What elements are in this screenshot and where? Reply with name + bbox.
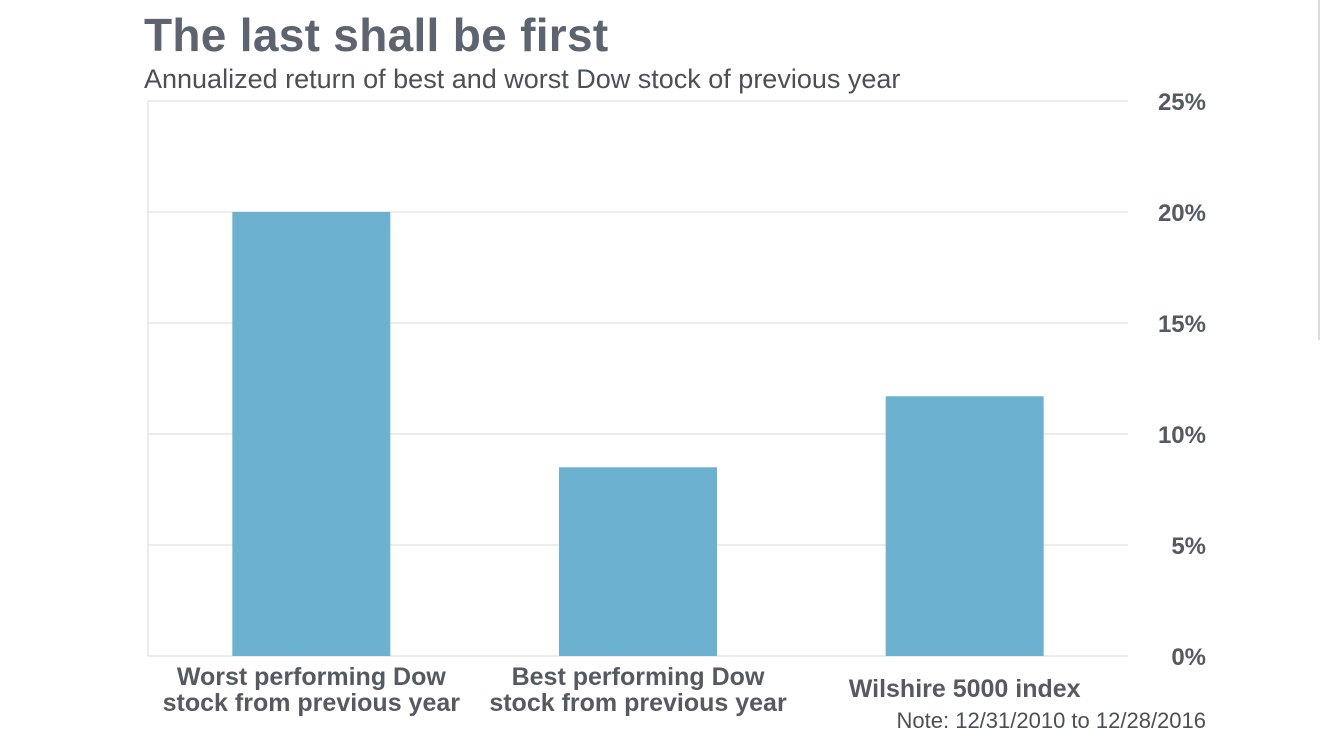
y-tick-label: 15% <box>1158 311 1206 338</box>
bar <box>232 212 391 656</box>
y-tick-label: 5% <box>1171 533 1206 560</box>
y-tick-label: 0% <box>1171 644 1206 671</box>
date-range-note: Note: 12/31/2010 to 12/28/2016 <box>896 708 1206 733</box>
y-tick-label: 20% <box>1158 200 1206 227</box>
bar <box>559 467 717 656</box>
x-category-label: Best performing Dow stock from previous y… <box>489 663 787 717</box>
y-tick-label: 25% <box>1158 89 1206 116</box>
chart-subtitle: Annualized return of best and worst Dow … <box>144 64 901 94</box>
x-category-label: Worst performing Dow stock from previous … <box>163 663 461 717</box>
y-tick-label: 10% <box>1158 422 1206 449</box>
x-category-label: Wilshire 5000 index <box>849 675 1081 703</box>
scroll-edge <box>1318 0 1320 340</box>
bar <box>885 396 1044 656</box>
chart-title: The last shall be first <box>144 9 609 61</box>
